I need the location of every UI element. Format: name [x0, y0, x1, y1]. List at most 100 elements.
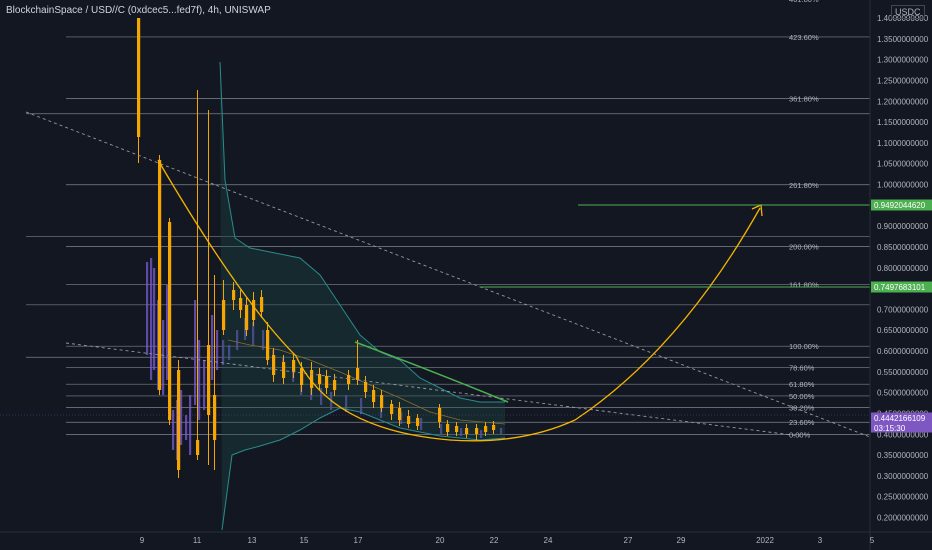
price-tag-label: 0.9492044620 [874, 201, 926, 210]
quote-currency-badge[interactable]: USDC [891, 5, 925, 19]
candle-body [239, 298, 243, 310]
x-tick-label: 13 [248, 536, 257, 545]
candle-body [475, 428, 479, 434]
volume-bar [211, 315, 214, 380]
candles [137, 18, 496, 478]
x-tick-label: 11 [193, 536, 202, 545]
candle-body [292, 360, 296, 372]
volume-bar [198, 340, 201, 420]
candle-body [372, 390, 376, 402]
x-tick-label: 29 [677, 536, 686, 545]
candle-body [266, 330, 270, 360]
y-tick-label: 1.2500000000 [877, 76, 929, 85]
candle-body [260, 297, 264, 312]
candle-body [380, 395, 384, 408]
candle-body [484, 426, 488, 432]
price-tag-bg [871, 199, 932, 211]
x-tick-label: 3 [818, 536, 823, 545]
candle-body [158, 160, 162, 390]
green-trend-curve [354, 341, 509, 403]
countdown-label: 03:15:30 [874, 424, 906, 433]
y-tick-label: 0.5000000000 [877, 389, 929, 398]
fib-level-label: 261.80% [789, 181, 819, 190]
candle-body [465, 428, 469, 434]
drawings [0, 111, 871, 442]
x-tick-label: 24 [544, 536, 553, 545]
volume-bar [500, 428, 503, 434]
candle-body [492, 425, 496, 430]
fib-level-label: 61.80% [789, 380, 815, 389]
fib-level-label: 461.80% [789, 0, 819, 4]
yellow-rising-curve [574, 207, 761, 421]
candle-body [137, 18, 141, 137]
price-tag-label: 0.4442166109 [874, 414, 926, 423]
candle-body [364, 382, 368, 392]
candle-body [300, 368, 304, 385]
candle-body [272, 355, 276, 375]
yellow-cup-arc [295, 355, 576, 442]
candle-body [446, 424, 450, 432]
y-tick-label: 0.5500000000 [877, 368, 929, 377]
candle-body [318, 374, 322, 384]
fib-level-label: 38.20% [789, 404, 815, 413]
y-tick-label: 0.3500000000 [877, 451, 929, 460]
candle-body [455, 426, 459, 432]
fib-level-label: 100.00% [789, 342, 819, 351]
y-tick-label: 1.0000000000 [877, 181, 929, 190]
volume-bar [185, 415, 188, 440]
price-tag-bg [871, 412, 932, 433]
channel-middle-line [227, 339, 506, 425]
volume-bar [166, 285, 169, 380]
y-tick-label: 1.0500000000 [877, 160, 929, 169]
candle-body [232, 290, 236, 300]
fib-level-label: 0.00% [789, 431, 811, 440]
x-tick-label: 9 [140, 536, 145, 545]
x-tick-label: 20 [436, 536, 445, 545]
x-tick-label: 17 [354, 536, 363, 545]
x-tick-label: 5 [870, 536, 875, 545]
price-tag-label: 0.7497683101 [874, 283, 926, 292]
y-tick-label: 0.8500000000 [877, 243, 929, 252]
candle-body [310, 370, 314, 388]
volume-bar [480, 430, 483, 438]
bollinger-channel [219, 61, 506, 531]
volume-bar [360, 398, 363, 414]
volume-bar [153, 268, 156, 370]
volume-bar [222, 340, 225, 365]
y-tick-label: 0.4000000000 [877, 430, 929, 439]
volume-bar [440, 424, 443, 434]
volume-bar [236, 330, 239, 350]
volume-bar [194, 300, 197, 405]
fib-level-label: 161.80% [789, 281, 819, 290]
candle-body [245, 305, 249, 330]
volume-bar [228, 345, 231, 360]
candle-body [222, 300, 226, 330]
y-tick-label: 1.1500000000 [877, 118, 929, 127]
volume-bar [320, 388, 323, 405]
fib-level-label: 200.00% [789, 243, 819, 252]
fib-level-label: 423.60% [789, 33, 819, 42]
candle-body [213, 395, 217, 440]
candle-body [416, 418, 420, 426]
fib-level-label: 78.60% [789, 363, 815, 372]
dashed-trendline [25, 111, 871, 438]
candle-body [325, 376, 329, 388]
y-tick-label: 0.3000000000 [877, 472, 929, 481]
fib-level-label: 50.00% [789, 392, 815, 401]
candle-body [282, 362, 286, 378]
y-tick-label: 1.2000000000 [877, 97, 929, 106]
candle-body [168, 222, 172, 420]
x-tick-label: 27 [624, 536, 633, 545]
price-tags: 0.9492044620 0.7497683101 0.444216610903:1… [871, 199, 932, 433]
volume-bar [172, 410, 175, 450]
y-tick-label: 0.2000000000 [877, 514, 929, 523]
channel-lower-band [221, 407, 506, 531]
volume-bar [420, 418, 423, 430]
volume-bar [189, 395, 192, 455]
channel-upper-band [219, 61, 505, 403]
fib-level-label: 361.80% [789, 95, 819, 104]
volume-bar [162, 320, 165, 395]
volume-bar [146, 262, 149, 355]
